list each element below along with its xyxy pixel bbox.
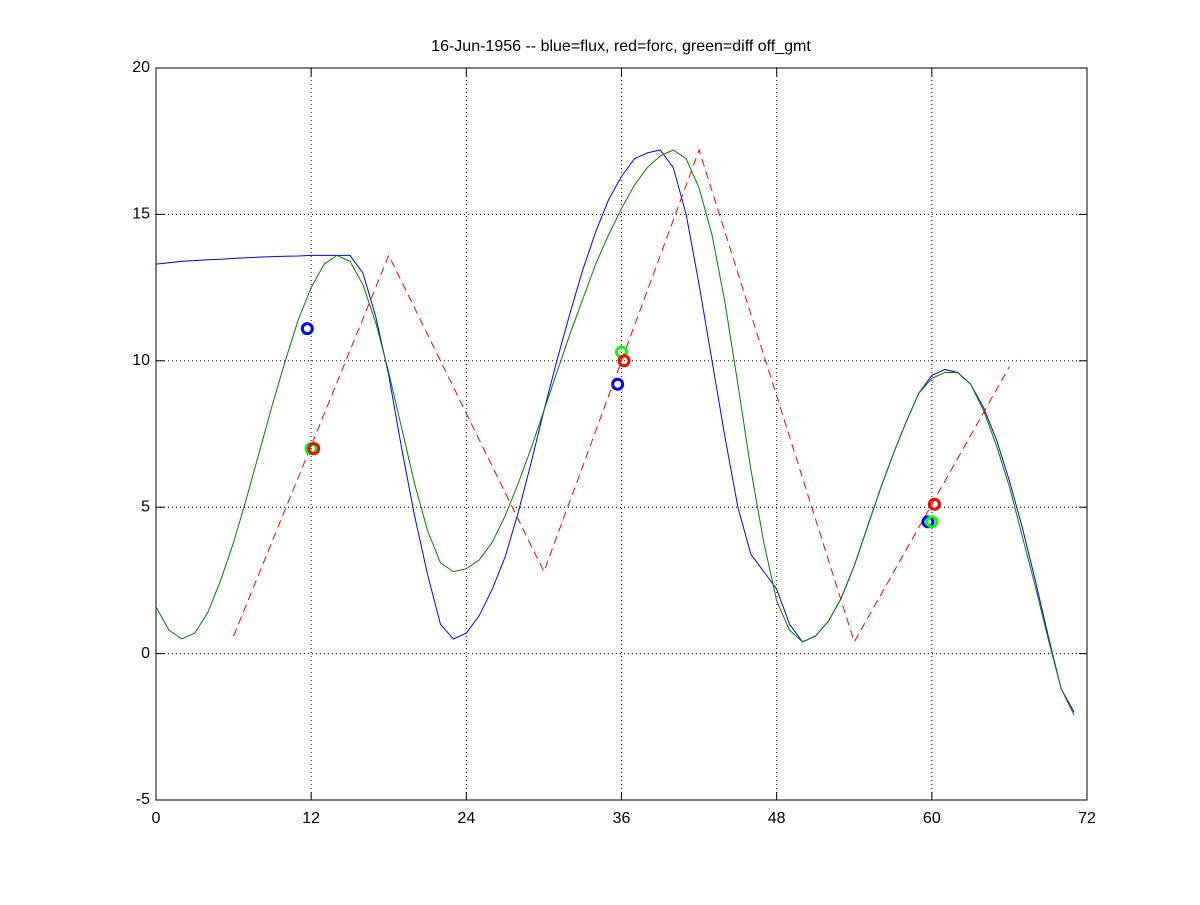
x-tick-label: 72 (1078, 810, 1096, 827)
y-tick-label: 20 (132, 59, 150, 76)
data-point (927, 497, 941, 511)
x-tick-label: 48 (768, 810, 786, 827)
data-point (611, 377, 625, 391)
y-tick-label: -5 (136, 791, 150, 808)
data-point (925, 515, 939, 529)
data-line (233, 148, 1010, 644)
plot-frame (155, 67, 1088, 801)
data-line (155, 149, 1075, 716)
x-tick-label: 36 (613, 810, 631, 827)
x-tick-label: 24 (457, 810, 475, 827)
y-tick-label: 5 (141, 498, 150, 515)
y-tick-label: 0 (141, 645, 150, 662)
x-tick-label: 0 (152, 810, 161, 827)
chart-title: 16-Jun-1956 -- blue=flux, red=forc, gree… (431, 38, 811, 55)
y-tick-label: 10 (132, 352, 150, 369)
data-point (307, 442, 321, 456)
x-tick-label: 12 (302, 810, 320, 827)
data-point (300, 322, 314, 336)
y-tick-label: 15 (132, 206, 150, 223)
data-point (617, 354, 631, 368)
x-tick-label: 60 (923, 810, 941, 827)
